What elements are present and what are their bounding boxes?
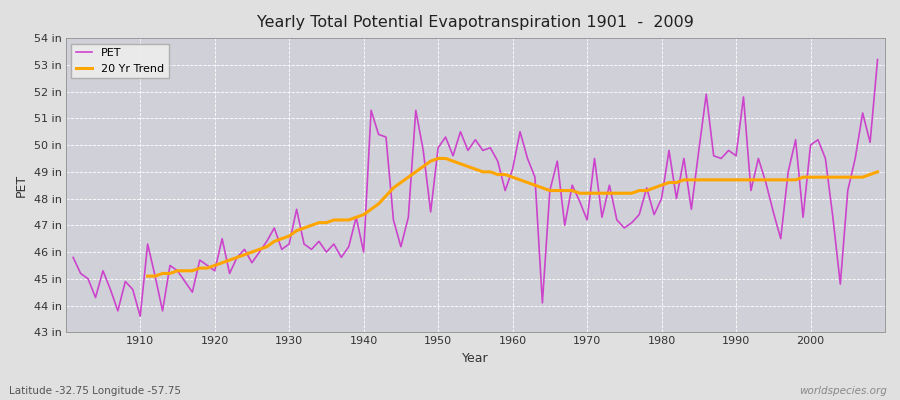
20 Yr Trend xyxy=(433,156,444,161)
20 Yr Trend xyxy=(365,207,376,212)
X-axis label: Year: Year xyxy=(462,352,489,365)
PET xyxy=(872,57,883,62)
20 Yr Trend xyxy=(313,220,324,225)
Text: Latitude -32.75 Longitude -57.75: Latitude -32.75 Longitude -57.75 xyxy=(9,386,181,396)
Text: worldspecies.org: worldspecies.org xyxy=(798,386,886,396)
Title: Yearly Total Potential Evapotranspiration 1901  -  2009: Yearly Total Potential Evapotranspiratio… xyxy=(256,15,694,30)
20 Yr Trend xyxy=(872,170,883,174)
PET xyxy=(299,242,310,246)
PET xyxy=(68,255,78,260)
Legend: PET, 20 Yr Trend: PET, 20 Yr Trend xyxy=(71,44,169,78)
Y-axis label: PET: PET xyxy=(15,174,28,197)
PET xyxy=(604,183,615,188)
PET xyxy=(135,314,146,319)
20 Yr Trend xyxy=(142,274,153,278)
20 Yr Trend xyxy=(336,218,346,222)
PET xyxy=(508,167,518,172)
PET xyxy=(515,129,526,134)
PET xyxy=(128,287,139,292)
20 Yr Trend xyxy=(515,178,526,182)
20 Yr Trend xyxy=(537,186,548,190)
20 Yr Trend xyxy=(724,178,734,182)
PET xyxy=(343,244,354,249)
Line: 20 Yr Trend: 20 Yr Trend xyxy=(148,158,878,276)
Line: PET: PET xyxy=(73,60,878,316)
